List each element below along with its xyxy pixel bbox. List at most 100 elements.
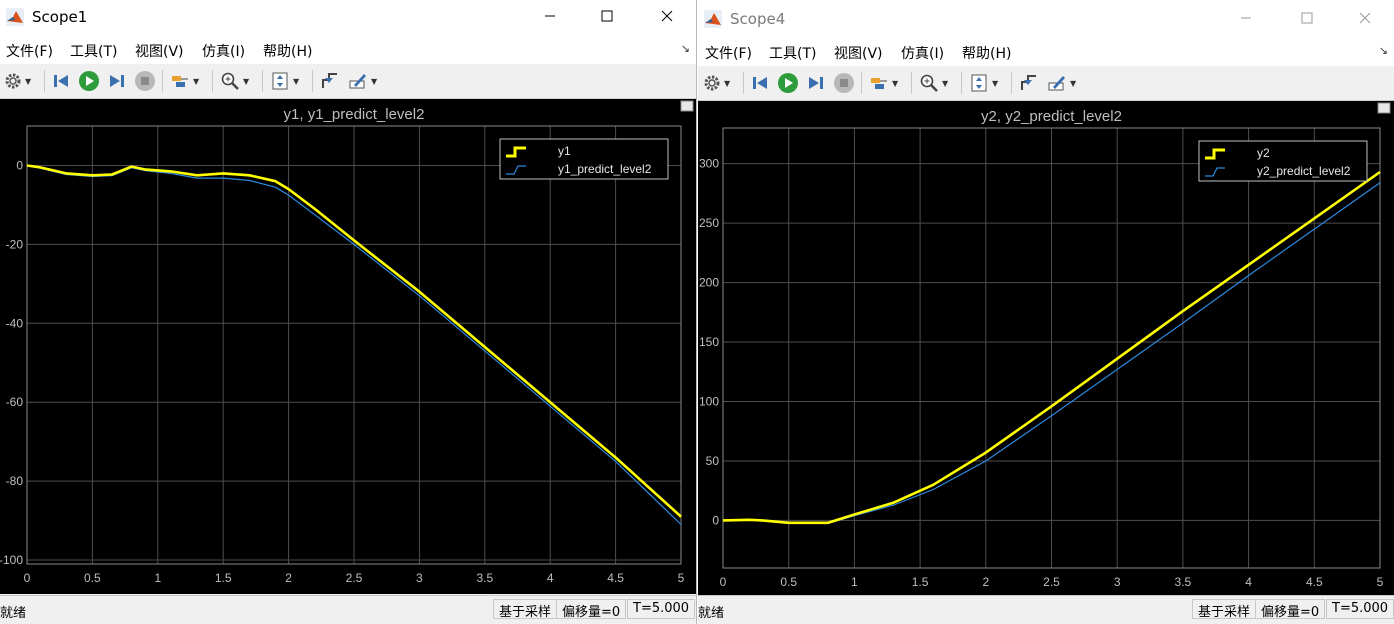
plot-area[interactable]: y2, y2_predict_level2 0 0.5 1 1.5 2 2.5 3 3.5 4 4.…: [698, 101, 1394, 596]
scope-chart[interactable]: y2, y2_predict_level2 0 0.5 1 1.5 2 2.5 3 3.5 4 4.…: [698, 101, 1394, 596]
trigger-icon: [1021, 75, 1036, 90]
x-tick-label: 4.5: [607, 571, 624, 585]
y-tick-label: -100: [0, 553, 23, 567]
menu-simulation[interactable]: 仿真(I): [202, 44, 246, 60]
status-offset: 偏移量=0: [1255, 599, 1326, 620]
scale-axes-button[interactable]: ▼: [969, 71, 998, 95]
minimize-button[interactable]: [1223, 2, 1269, 34]
dock-arrow-icon[interactable]: ↘: [680, 42, 690, 55]
y-tick-label: -40: [6, 316, 24, 330]
trigger-button[interactable]: [1019, 71, 1039, 95]
scale-axes-icon: [971, 74, 987, 92]
step-back-icon: [54, 75, 68, 87]
y-tick-label: 0: [712, 513, 719, 527]
step-back-button[interactable]: [52, 69, 72, 93]
minimize-icon: [545, 15, 555, 17]
highlight-icon: [1048, 76, 1065, 91]
signal-select-button[interactable]: ▼: [869, 71, 898, 95]
legend-swatch-measured: [1205, 148, 1225, 160]
run-button[interactable]: [777, 71, 799, 95]
x-tick-label: 4: [1245, 575, 1252, 589]
zoom-icon: [920, 74, 938, 92]
close-button[interactable]: [644, 0, 690, 32]
scope1-window: Scope1 文件(F) 工具(T) 视图(V) 仿真(I) 帮助(H) ↘ ▼: [0, 0, 697, 624]
settings-button[interactable]: ▼: [703, 71, 730, 95]
x-tick-label: 2.5: [346, 571, 363, 585]
highlight-button[interactable]: ▼: [1047, 71, 1076, 95]
zoom-button[interactable]: ▼: [919, 71, 948, 95]
x-tick-label: 1: [154, 571, 161, 585]
maximize-axes-icon: [1377, 102, 1391, 114]
settings-button[interactable]: ▼: [4, 69, 31, 93]
plot-area[interactable]: y1, y1_predict_level2 0 0.5 1 1.5 2 2.5 3 3.5 4 4.…: [0, 99, 696, 594]
stop-button[interactable]: [134, 69, 156, 93]
legend-label: y2_predict_level2: [1257, 164, 1351, 178]
window-title: Scope1: [32, 8, 88, 26]
y-tick-label: -20: [6, 237, 24, 251]
highlight-button[interactable]: ▼: [348, 69, 377, 93]
dock-arrow-icon[interactable]: ↘: [1378, 44, 1388, 57]
trigger-button[interactable]: [320, 69, 340, 93]
x-tick-label: 2: [285, 571, 292, 585]
signal-select-button[interactable]: ▼: [170, 69, 199, 93]
x-tick-label: 1: [851, 575, 858, 589]
zoom-button[interactable]: ▼: [220, 69, 249, 93]
gear-icon: [5, 73, 21, 89]
y-tick-label: 100: [699, 395, 719, 409]
menu-tools[interactable]: 工具(T): [769, 46, 817, 62]
scale-axes-icon: [272, 72, 288, 90]
y-tick-label: 0: [16, 158, 23, 172]
x-tick-label: 1.5: [912, 575, 929, 589]
status-offset: 偏移量=0: [556, 599, 627, 620]
step-back-button[interactable]: [751, 71, 771, 95]
x-tick-label: 3: [416, 571, 423, 585]
dropdown-arrow-icon: ▼: [243, 76, 250, 86]
menu-bar: 文件(F) 工具(T) 视图(V) 仿真(I) 帮助(H) ↘: [0, 34, 696, 64]
close-button[interactable]: [1342, 2, 1388, 34]
menu-file[interactable]: 文件(F): [6, 44, 53, 60]
x-tick-label: 5: [678, 571, 685, 585]
menu-view[interactable]: 视图(V): [135, 44, 184, 60]
x-tick-label: 0.5: [780, 575, 797, 589]
zoom-icon: [221, 72, 239, 90]
chart-title: y2, y2_predict_level2: [981, 108, 1122, 125]
menu-simulation[interactable]: 仿真(I): [901, 46, 945, 62]
status-ready: 就绪: [698, 606, 725, 621]
status-time: T=5.000: [627, 599, 696, 619]
dropdown-arrow-icon: ▼: [1070, 78, 1077, 88]
y-tick-label: 150: [699, 335, 719, 349]
run-button[interactable]: [78, 69, 100, 93]
x-tick-label: 3.5: [476, 571, 493, 585]
menu-view[interactable]: 视图(V): [834, 46, 883, 62]
x-tick-label: 1.5: [215, 571, 232, 585]
step-forward-button[interactable]: [805, 71, 825, 95]
scale-axes-button[interactable]: ▼: [270, 69, 299, 93]
step-forward-button[interactable]: [106, 69, 126, 93]
stop-icon: [834, 73, 854, 93]
status-ready: 就绪: [0, 606, 27, 621]
maximize-button[interactable]: [1284, 2, 1330, 34]
series-line-measured: [722, 170, 1381, 525]
maximize-button[interactable]: [584, 0, 630, 32]
signal-select-icon: [871, 78, 887, 89]
axes-box: [722, 127, 1381, 569]
dropdown-arrow-icon: ▼: [992, 78, 999, 88]
status-sampling: 基于采样: [1192, 599, 1257, 620]
menu-help[interactable]: 帮助(H): [962, 46, 1012, 62]
maximize-axes-icon: [680, 100, 694, 112]
matlab-logo-icon: [6, 8, 24, 26]
legend: y2 y2_predict_level2: [1198, 140, 1368, 182]
step-forward-icon: [809, 77, 823, 89]
scope-chart[interactable]: y1, y1_predict_level2 0 0.5 1 1.5 2 2.5 3 3.5 4 4.…: [0, 99, 697, 594]
window-title: Scope4: [730, 10, 786, 28]
dropdown-arrow-icon: ▼: [25, 76, 32, 86]
dropdown-arrow-icon: ▼: [193, 76, 200, 86]
dropdown-arrow-icon: ▼: [892, 78, 899, 88]
x-tick-label: 2.5: [1043, 575, 1060, 589]
menu-tools[interactable]: 工具(T): [70, 44, 118, 60]
minimize-button[interactable]: [527, 0, 573, 32]
menu-file[interactable]: 文件(F): [705, 46, 752, 62]
run-icon: [79, 71, 99, 91]
stop-button[interactable]: [833, 71, 855, 95]
menu-help[interactable]: 帮助(H): [263, 44, 313, 60]
